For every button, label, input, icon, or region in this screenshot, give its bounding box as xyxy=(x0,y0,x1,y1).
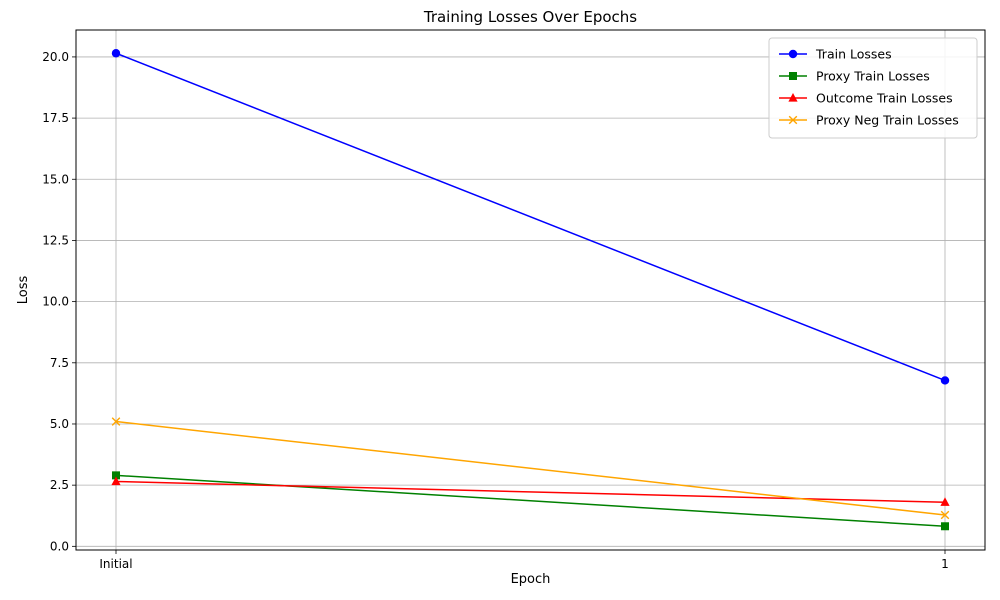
y-axis-label: Loss xyxy=(16,276,31,305)
data-point xyxy=(940,497,950,506)
plot-frame xyxy=(75,29,986,551)
axis-ticks: 0.0 2.5 5.0 7.5 10.0 12.5 15.0 17.5 20.0 Initial 1 xyxy=(42,50,949,571)
x-tick-label: Initial xyxy=(99,557,132,571)
x-tick-label: 1 xyxy=(941,557,949,571)
data-point xyxy=(111,476,121,486)
y-tick-label: 15.0 xyxy=(42,172,69,186)
y-tick-label: 20.0 xyxy=(42,50,69,64)
y-tick-label: 7.5 xyxy=(50,356,69,370)
legend-entry: Proxy Neg Train Losses xyxy=(816,113,959,128)
y-tick-label: 0.0 xyxy=(50,539,69,553)
data-point xyxy=(941,522,949,531)
legend-entry: Outcome Train Losses xyxy=(816,91,953,106)
data-point xyxy=(789,72,797,80)
data-point xyxy=(788,49,798,59)
y-tick-label: 5.0 xyxy=(50,417,69,431)
data-point xyxy=(940,510,950,520)
series-lines xyxy=(111,49,950,531)
data-point xyxy=(112,471,120,480)
data-point xyxy=(788,115,798,125)
y-tick-label: 12.5 xyxy=(42,233,69,247)
series-line xyxy=(115,480,946,504)
legend: Train Losses Proxy Train Losses Outcome Tr… xyxy=(768,37,978,139)
chart-title: Training Losses Over Epochs xyxy=(423,8,637,26)
data-point xyxy=(111,49,121,58)
legend-entry: Proxy Train Losses xyxy=(816,69,930,84)
data-point xyxy=(111,417,121,426)
y-tick-label: 2.5 xyxy=(50,478,69,492)
y-tick-label: 17.5 xyxy=(42,111,69,125)
x-axis-label: Epoch xyxy=(511,572,551,587)
data-point xyxy=(788,93,798,102)
data-point xyxy=(940,376,950,385)
y-tick-label: 10.0 xyxy=(42,295,69,309)
legend-entry: Train Losses xyxy=(815,47,892,62)
series-line xyxy=(115,474,946,528)
legend-box xyxy=(768,37,978,139)
series-line xyxy=(115,52,946,382)
series-line xyxy=(115,420,946,516)
